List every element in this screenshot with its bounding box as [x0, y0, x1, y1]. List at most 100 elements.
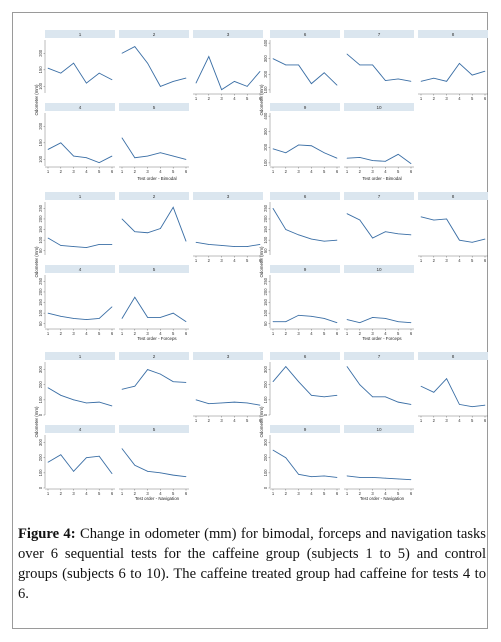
panel-title: 7	[378, 354, 381, 359]
data-point	[420, 80, 422, 82]
y-tick-label: 100	[263, 309, 268, 317]
data-point	[208, 56, 210, 57]
figure-caption: Figure 4: Change in odometer (mm) for bi…	[18, 524, 486, 604]
series-line-8	[420, 377, 486, 408]
data-point	[359, 64, 361, 66]
data-point	[346, 366, 348, 367]
data-point	[285, 229, 287, 230]
y-tick-label: 100	[38, 82, 43, 90]
data-point	[259, 404, 261, 406]
x-tick-label: 2	[60, 331, 63, 336]
series-line-4	[47, 306, 113, 320]
x-tick-label: 1	[272, 169, 275, 174]
y-tick-label: 150	[263, 298, 268, 306]
x-tick-label: 5	[246, 418, 249, 423]
panel-title-bar	[418, 30, 488, 38]
data-point	[172, 312, 174, 314]
y-tick-label: 200	[38, 49, 43, 57]
panel-subject-9: 9 0 100 200 300 1 2 3 4 5 6	[263, 425, 340, 496]
data-point	[134, 46, 136, 47]
data-point	[86, 319, 87, 320]
data-point	[272, 208, 274, 209]
y-tick-label: 300	[263, 55, 268, 63]
panel-title: 5	[153, 105, 156, 110]
y-tick-label: 400	[263, 39, 268, 47]
panel-title: 7	[378, 32, 381, 37]
panel-subject-5: 5 1 2 3 4 5 6	[119, 425, 189, 496]
data-point	[372, 237, 373, 239]
x-tick-label: 5	[98, 491, 101, 496]
series-line-3	[195, 55, 261, 91]
panel-title-bar	[119, 192, 189, 200]
panel-title: 6	[304, 194, 307, 199]
x-tick-label: 1	[121, 491, 124, 496]
y-tick-label: 0	[38, 413, 43, 416]
data-point	[121, 448, 123, 449]
y-tick-label: 250	[38, 277, 43, 285]
data-point	[160, 86, 161, 87]
x-tick-label: 2	[208, 418, 211, 423]
y-tick-label: 200	[38, 288, 43, 296]
data-point	[298, 314, 299, 316]
y-tick-label: 150	[38, 66, 43, 74]
x-tick-label: 3	[72, 491, 75, 496]
data-point	[121, 388, 123, 390]
y-tick-label: 100	[263, 469, 268, 477]
panel-title: 7	[378, 194, 381, 199]
data-point	[259, 244, 261, 245]
data-point	[60, 315, 62, 317]
series-line-9	[273, 314, 338, 324]
x-tick-label: 3	[72, 331, 75, 336]
data-point	[73, 155, 74, 157]
y-tick-label: 100	[263, 236, 268, 244]
series-line-3	[195, 399, 261, 406]
data-point	[111, 473, 113, 474]
panel-title: 8	[452, 194, 455, 199]
x-tick-label: 2	[359, 169, 362, 174]
data-point	[111, 306, 113, 308]
series-line-6	[272, 208, 338, 242]
x-tick-label: 2	[60, 169, 63, 174]
data-point	[323, 396, 325, 398]
data-point	[98, 162, 100, 164]
data-point	[372, 396, 373, 398]
data-point	[471, 241, 473, 243]
x-tick-label: 5	[471, 418, 474, 423]
data-point	[272, 321, 274, 322]
x-tick-label: 2	[208, 258, 211, 263]
series-line-8	[420, 62, 486, 82]
panel-title: 3	[227, 354, 230, 359]
x-tick-label: 2	[433, 258, 436, 263]
x-axis-label: Test order - Bimodal	[362, 176, 401, 181]
data-point	[185, 382, 187, 383]
data-point	[185, 476, 187, 477]
x-tick-label: 2	[134, 331, 137, 336]
x-tick-label: 4	[458, 418, 461, 423]
panel-title-bar	[270, 352, 340, 360]
y-tick-label: 100	[263, 159, 268, 167]
data-point	[60, 72, 62, 74]
panel-title: 9	[304, 427, 307, 432]
x-tick-label: 3	[297, 491, 300, 496]
data-point	[147, 232, 148, 234]
x-tick-label: 2	[359, 331, 362, 336]
panel-subject-2: 2	[119, 352, 189, 390]
panel-subject-7: 7	[344, 352, 414, 405]
data-point	[246, 246, 248, 247]
x-axis-label: Test order - Bimodal	[137, 176, 176, 181]
data-point	[185, 77, 187, 79]
x-tick-label: 4	[159, 169, 162, 174]
data-point	[134, 296, 136, 298]
data-point	[298, 64, 299, 66]
series-line-1	[47, 237, 112, 249]
panel-subject-4: 4 50 100 150 200 250 1 2 3 4 5 6	[38, 265, 115, 336]
x-tick-label: 4	[159, 491, 162, 496]
x-tick-label: 3	[220, 96, 223, 101]
data-point	[311, 394, 312, 396]
data-point	[208, 403, 210, 404]
data-point	[121, 318, 123, 319]
x-tick-label: 3	[146, 331, 149, 336]
data-point	[160, 152, 161, 154]
data-point	[311, 145, 312, 147]
